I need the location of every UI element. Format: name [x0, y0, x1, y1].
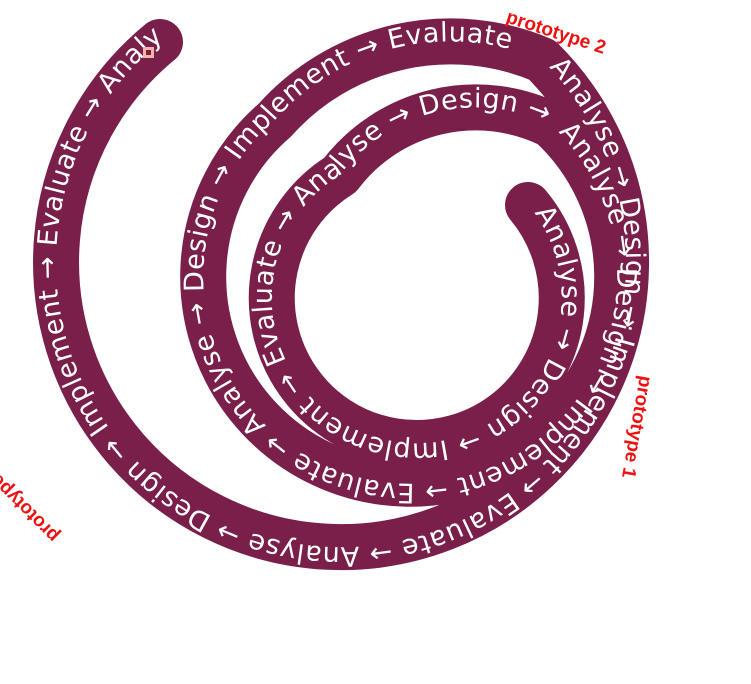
label-prototype-3: prototype 3	[0, 458, 64, 546]
label-prototype-1: prototype 1	[617, 374, 656, 480]
square-marker-icon	[143, 47, 154, 58]
spiral-band	[33, 18, 650, 571]
